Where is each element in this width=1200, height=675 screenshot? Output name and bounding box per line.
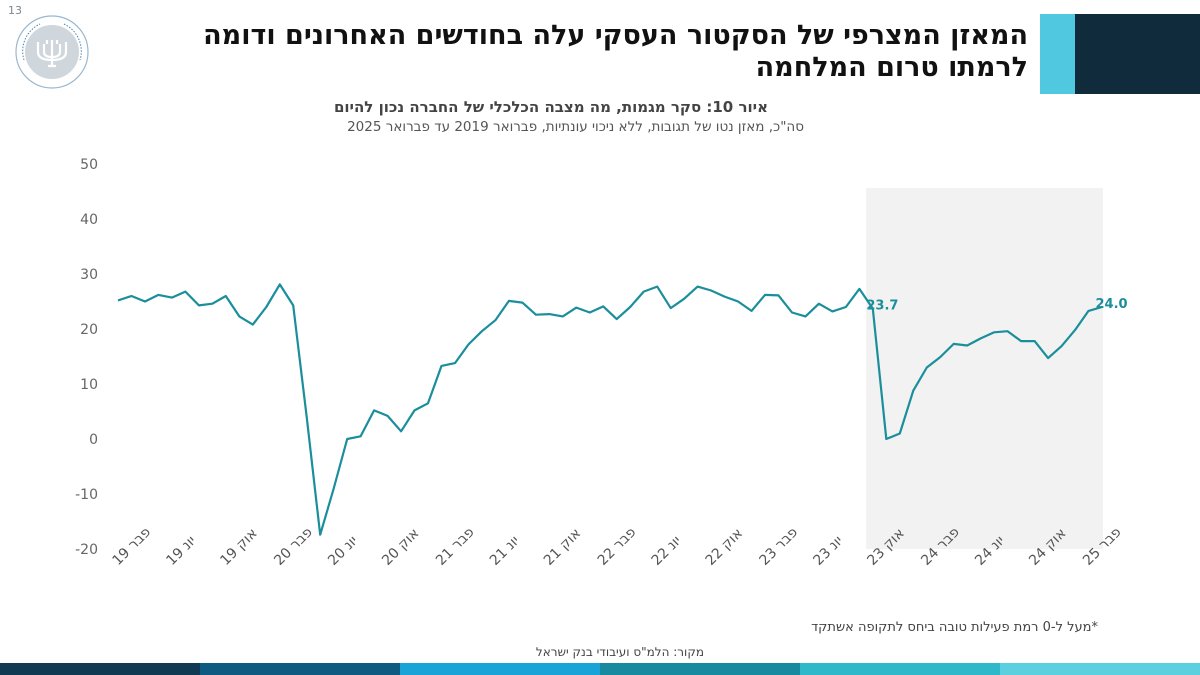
page-title: המאזן המצרפי של הסקטור העסקי עלה בחודשים… (203, 20, 1028, 83)
data-label: 24.0 (1096, 297, 1128, 312)
bank-of-israel-logo (15, 15, 89, 89)
strip-segment (0, 663, 200, 675)
series-line (117, 283, 1103, 536)
data-label: 23.7 (866, 299, 898, 314)
x-tick-label: אוק 22 (703, 525, 746, 568)
strip-segment (600, 663, 800, 675)
slide-number: 13 (8, 4, 22, 17)
strip-segment (400, 663, 600, 675)
x-tick-label: אוק 21 (541, 525, 584, 568)
x-tick-label: אוק 20 (379, 525, 422, 568)
header-accent-light (1040, 14, 1075, 94)
y-tick-label: 20 (80, 322, 98, 338)
bottom-color-strip (0, 663, 1200, 675)
strip-segment (200, 663, 400, 675)
shaded-war-period (866, 188, 1103, 549)
header-accent-dark (1075, 14, 1200, 94)
y-tick-label: 0 (89, 432, 98, 448)
x-tick-label: פבר 21 (433, 524, 478, 569)
x-tick-label: יונ 20 (325, 533, 361, 569)
y-tick-label: 10 (80, 377, 98, 393)
y-tick-label: 30 (80, 267, 98, 283)
y-tick-label: 40 (80, 212, 98, 228)
strip-segment (1000, 663, 1200, 675)
x-tick-label: פבר 20 (271, 524, 316, 569)
x-tick-label: פבר 19 (110, 524, 155, 569)
x-tick-label: יונ 22 (649, 533, 685, 569)
x-tick-label: פבר 23 (757, 524, 802, 569)
x-tick-label: יונ 19 (163, 533, 199, 569)
x-tick-label: אוק 19 (217, 525, 260, 568)
y-tick-label: -10 (75, 487, 98, 503)
source-note: מקור: הלמ"ס ועיבודי בנק ישראל (535, 645, 704, 659)
x-tick-label: יונ 21 (487, 533, 523, 569)
x-tick-label: פבר 22 (595, 524, 640, 569)
strip-segment (800, 663, 1000, 675)
y-tick-label: 50 (80, 157, 98, 173)
figure-title: איור 10: סקר מגמות, מה מצבה הכלכלי של הח… (333, 98, 768, 116)
x-tick-label: יונ 23 (810, 533, 846, 569)
figure-subtitle: סה"כ, מאזן נטו של תגובות, ללא ניכוי עונת… (347, 119, 804, 135)
y-tick-label: -20 (75, 542, 98, 558)
footnote: *מעל ל-0 רמת פעילות טובה ביחס לתקופה אשת… (811, 620, 1098, 635)
